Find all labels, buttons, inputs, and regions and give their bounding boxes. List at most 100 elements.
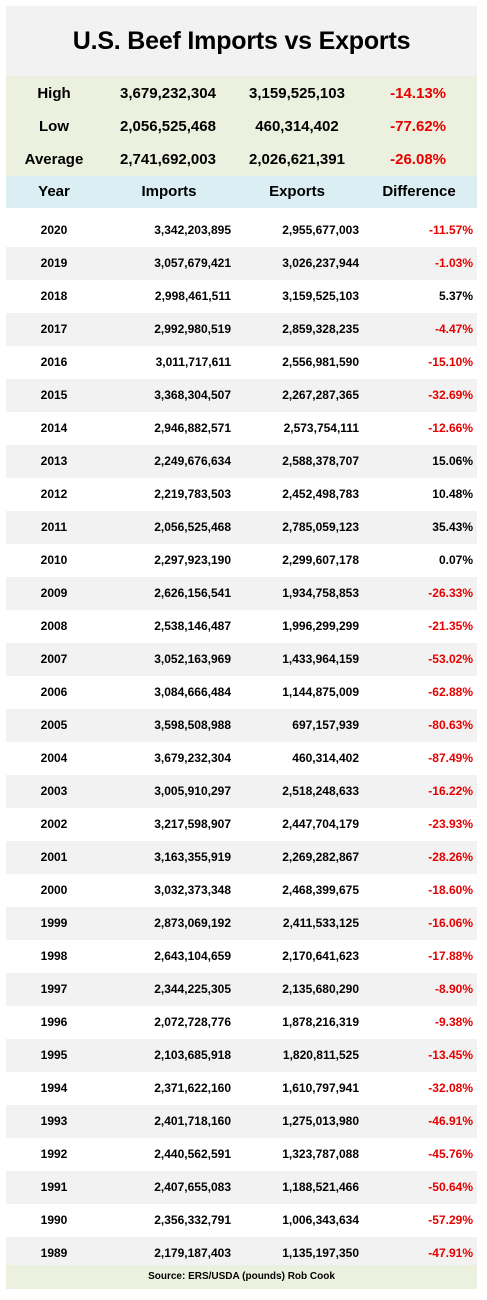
cell-year: 2001 <box>40 850 68 864</box>
table-row: 2013 2,249,676,634 2,588,378,707 15.06% <box>6 445 477 478</box>
summary-row-average: Average 2,741,692,003 2,026,621,391 -26.… <box>6 143 477 176</box>
cell-year: 2019 <box>40 256 68 270</box>
table-row: 2018 2,998,461,511 3,159,525,103 5.37% <box>6 280 477 313</box>
cell-year: 1998 <box>40 949 68 963</box>
cell-year: 2020 <box>40 223 68 237</box>
cell-year: 2012 <box>40 487 68 501</box>
cell-imports: 2,219,783,503 <box>154 487 231 501</box>
cell-difference: -16.22% <box>428 784 473 798</box>
cell-difference: -16.06% <box>428 916 473 930</box>
cell-exports: 460,314,402 <box>292 751 359 765</box>
table-row: 1991 2,407,655,083 1,188,521,466 -50.64% <box>6 1171 477 1204</box>
cell-difference: -57.29% <box>428 1213 473 1227</box>
cell-exports: 1,820,811,525 <box>282 1048 359 1062</box>
cell-difference: -45.76% <box>428 1147 473 1161</box>
summary-difference: -77.62% <box>390 118 446 135</box>
cell-difference: -53.02% <box>428 652 473 666</box>
cell-exports: 1,144,875,009 <box>282 685 359 699</box>
cell-year: 2015 <box>40 388 68 402</box>
table-row: 1997 2,344,225,305 2,135,680,290 -8.90% <box>6 973 477 1006</box>
summary-label: Average <box>24 151 84 168</box>
cell-difference: -1.03% <box>434 256 473 270</box>
table-header: Year Imports Exports Difference <box>6 176 477 208</box>
source-note: Source: ERS/USDA (pounds) Rob Cook <box>6 1265 477 1289</box>
summary-row-low: Low 2,056,525,468 460,314,402 -77.62% <box>6 110 477 143</box>
cell-year: 2010 <box>40 553 68 567</box>
table-row: 1996 2,072,728,776 1,878,216,319 -9.38% <box>6 1006 477 1039</box>
cell-difference: 35.43% <box>432 520 473 534</box>
cell-difference: -62.88% <box>428 685 473 699</box>
cell-year: 2002 <box>40 817 68 831</box>
cell-imports: 2,998,461,511 <box>154 289 231 303</box>
cell-year: 1995 <box>40 1048 68 1062</box>
table-row: 2004 3,679,232,304 460,314,402 -87.49% <box>6 742 477 775</box>
cell-year: 1996 <box>40 1015 68 1029</box>
cell-difference: -46.91% <box>428 1114 473 1128</box>
cell-year: 1997 <box>40 982 68 996</box>
header-exports: Exports <box>269 183 325 200</box>
table-row: 2003 3,005,910,297 2,518,248,633 -16.22% <box>6 775 477 808</box>
cell-exports: 1,323,787,088 <box>282 1147 359 1161</box>
cell-exports: 2,170,641,623 <box>282 949 359 963</box>
cell-exports: 2,556,981,590 <box>282 355 359 369</box>
cell-year: 1999 <box>40 916 68 930</box>
cell-exports: 2,468,399,675 <box>282 883 359 897</box>
cell-exports: 2,447,704,179 <box>282 817 359 831</box>
cell-imports: 3,598,508,988 <box>154 718 231 732</box>
table-row: 2016 3,011,717,611 2,556,981,590 -15.10% <box>6 346 477 379</box>
table-row: 1999 2,873,069,192 2,411,533,125 -16.06% <box>6 907 477 940</box>
cell-difference: -32.08% <box>428 1081 473 1095</box>
cell-year: 1994 <box>40 1081 68 1095</box>
cell-year: 1990 <box>40 1213 68 1227</box>
summary-imports: 3,679,232,304 <box>120 85 216 102</box>
cell-year: 2017 <box>40 322 68 336</box>
cell-year: 2004 <box>40 751 68 765</box>
cell-difference: -26.33% <box>428 586 473 600</box>
table-row: 2010 2,297,923,190 2,299,607,178 0.07% <box>6 544 477 577</box>
cell-imports: 2,249,676,634 <box>154 454 231 468</box>
cell-exports: 2,955,677,003 <box>282 223 359 237</box>
cell-imports: 3,084,666,484 <box>154 685 231 699</box>
cell-exports: 2,411,533,125 <box>282 916 359 930</box>
cell-year: 1991 <box>40 1180 68 1194</box>
cell-difference: 0.07% <box>438 553 473 567</box>
summary-exports: 2,026,621,391 <box>249 151 345 168</box>
cell-difference: 5.37% <box>438 289 473 303</box>
cell-imports: 2,344,225,305 <box>154 982 231 996</box>
table-row: 2005 3,598,508,988 697,157,939 -80.63% <box>6 709 477 742</box>
cell-imports: 2,626,156,541 <box>154 586 231 600</box>
table-row: 1995 2,103,685,918 1,820,811,525 -13.45% <box>6 1039 477 1072</box>
table-row: 2020 3,342,203,895 2,955,677,003 -11.57% <box>6 214 477 247</box>
cell-difference: -8.90% <box>434 982 473 996</box>
table-row: 1994 2,371,622,160 1,610,797,941 -32.08% <box>6 1072 477 1105</box>
cell-exports: 1,934,758,853 <box>282 586 359 600</box>
cell-imports: 2,356,332,791 <box>154 1213 231 1227</box>
cell-imports: 3,052,163,969 <box>154 652 231 666</box>
table-row: 1990 2,356,332,791 1,006,343,634 -57.29% <box>6 1204 477 1237</box>
page-title: U.S. Beef Imports vs Exports <box>72 26 411 55</box>
cell-imports: 2,297,923,190 <box>154 553 231 567</box>
cell-exports: 1,433,964,159 <box>282 652 359 666</box>
cell-exports: 1,275,013,980 <box>282 1114 359 1128</box>
cell-imports: 3,342,203,895 <box>154 223 231 237</box>
cell-imports: 2,401,718,160 <box>154 1114 231 1128</box>
cell-imports: 2,072,728,776 <box>154 1015 231 1029</box>
cell-difference: -21.35% <box>428 619 473 633</box>
cell-imports: 3,005,910,297 <box>154 784 231 798</box>
cell-imports: 2,056,525,468 <box>154 520 231 534</box>
cell-difference: -47.91% <box>428 1246 473 1260</box>
header-year: Year <box>38 183 70 200</box>
cell-year: 2000 <box>40 883 68 897</box>
cell-difference: -32.69% <box>428 388 473 402</box>
cell-year: 1992 <box>40 1147 68 1161</box>
cell-imports: 3,032,373,348 <box>154 883 231 897</box>
cell-imports: 2,992,980,519 <box>154 322 231 336</box>
cell-imports: 3,057,679,421 <box>154 256 231 270</box>
table-row: 1998 2,643,104,659 2,170,641,623 -17.88% <box>6 940 477 973</box>
summary-row-high: High 3,679,232,304 3,159,525,103 -14.13% <box>6 77 477 110</box>
cell-exports: 1,188,521,466 <box>282 1180 359 1194</box>
table-body: 2020 3,342,203,895 2,955,677,003 -11.57% 201… <box>6 214 477 1270</box>
cell-exports: 2,573,754,111 <box>283 421 359 435</box>
table-row: 2017 2,992,980,519 2,859,328,235 -4.47% <box>6 313 477 346</box>
cell-difference: 15.06% <box>432 454 473 468</box>
